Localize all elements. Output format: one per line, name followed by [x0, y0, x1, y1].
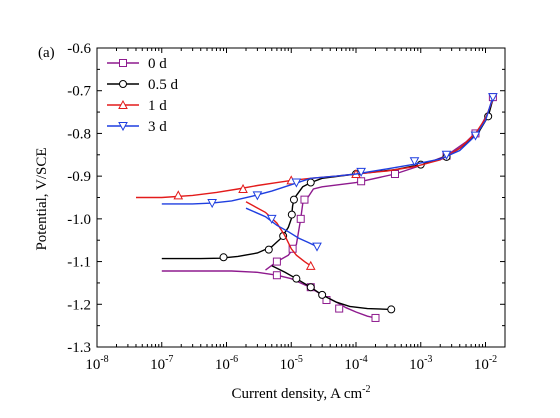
data-point: [409, 157, 420, 167]
x-tick-label: 10-3: [409, 354, 432, 373]
data-point: [288, 244, 297, 253]
series-branch-line: [271, 265, 392, 311]
x-tick-label: 10-6: [215, 354, 238, 373]
legend-label: 0 d: [148, 56, 167, 72]
data-point: [387, 305, 396, 314]
x-tick-label: 10-7: [150, 354, 173, 373]
y-tick-label: -1.3: [67, 340, 91, 356]
data-point: [291, 178, 302, 188]
data-point: [357, 177, 366, 186]
data-point: [305, 260, 316, 270]
y-tick-label: -0.9: [67, 169, 91, 185]
x-tick-label: 10-8: [85, 354, 108, 373]
data-point: [287, 210, 296, 219]
legend-item: 3 d: [107, 119, 167, 135]
axes-layer: -0.6 -0.7 -0.8 -0.9 -1.0 -1.1 -1.2 -1.310-8 10-7…: [67, 41, 506, 373]
data-point: [289, 195, 298, 204]
data-point: [118, 122, 128, 132]
x-axis-label: Current density, A cm-2: [231, 384, 370, 402]
series-branch-line: [245, 207, 318, 248]
series-branch-line: [265, 96, 494, 271]
y-axis-label: Potential, V/SCE: [34, 147, 50, 250]
y-tick-label: -1.1: [67, 255, 91, 271]
data-point: [118, 99, 128, 109]
y-tick-label: -1.2: [67, 297, 91, 313]
data-point: [238, 183, 248, 193]
data-point: [272, 257, 281, 266]
legend: 0 d 0.5 d 1 d 3 d: [107, 56, 179, 135]
data-point: [264, 245, 273, 254]
data-point: [306, 283, 315, 292]
legend-label: 1 d: [148, 98, 167, 114]
data-point: [292, 274, 301, 283]
data-point: [119, 59, 127, 67]
data-point: [300, 195, 309, 204]
data-point: [266, 214, 277, 224]
data-point: [173, 190, 184, 200]
data-point: [306, 178, 315, 187]
data-point: [207, 199, 217, 209]
data-point: [470, 131, 481, 141]
data-point: [488, 93, 498, 103]
panel-label: (a): [38, 45, 55, 61]
data-point: [312, 242, 322, 252]
series-branch-line: [245, 201, 312, 267]
series-layer: [136, 93, 498, 322]
data-point: [119, 80, 127, 88]
y-tick-label: -0.8: [67, 126, 91, 142]
y-tick-label: -0.7: [67, 84, 91, 100]
data-point: [441, 150, 452, 160]
data-point: [356, 167, 366, 177]
x-tick-label: 10-2: [474, 354, 497, 373]
series-line: [161, 270, 376, 319]
data-point: [371, 313, 380, 322]
data-point: [296, 214, 305, 223]
data-point: [219, 253, 228, 262]
legend-item: 0 d: [107, 56, 167, 72]
data-point: [272, 271, 281, 280]
y-tick-label: -1.0: [67, 212, 91, 228]
data-point: [318, 290, 327, 299]
legend-label: 0.5 d: [148, 77, 179, 93]
x-tick-label: 10-5: [280, 354, 303, 373]
legend-label: 3 d: [148, 119, 167, 135]
legend-item: 0.5 d: [107, 77, 179, 93]
series-line: [161, 99, 494, 260]
y-tick-label: -0.6: [67, 41, 91, 57]
legend-item: 1 d: [107, 98, 167, 114]
x-axis-label-text: Current density, A cm: [231, 386, 362, 402]
data-point: [390, 170, 399, 179]
x-axis-label-superscript: -2: [362, 384, 370, 395]
x-tick-label: 10-4: [344, 354, 367, 373]
series-line: [161, 96, 494, 205]
series-3-d: [161, 93, 498, 252]
data-point: [252, 191, 263, 201]
data-point: [335, 304, 344, 313]
